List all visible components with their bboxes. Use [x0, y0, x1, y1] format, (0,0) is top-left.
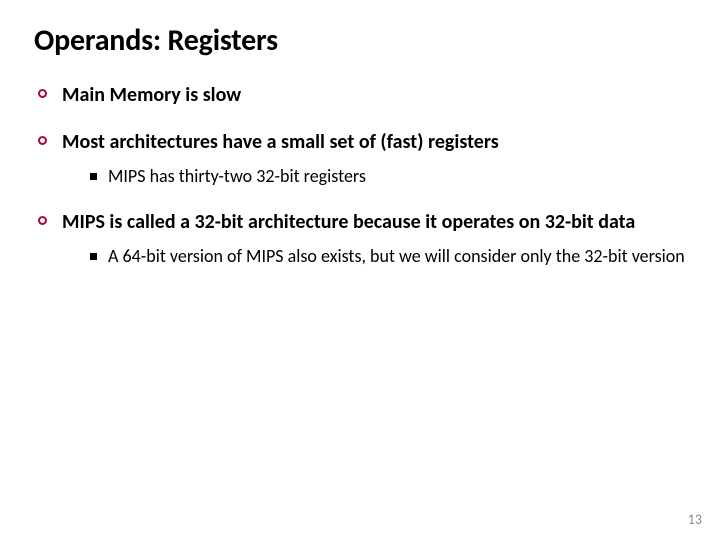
- sub-list: MIPS has thirty-two 32-bit registers: [62, 165, 686, 188]
- page-number: 13: [688, 511, 702, 528]
- sub-list: A 64-bit version of MIPS also exists, bu…: [62, 245, 686, 268]
- list-item: Main Memory is slow: [34, 83, 686, 108]
- sub-list-item-text: A 64-bit version of MIPS also exists, bu…: [108, 245, 685, 267]
- list-item: Most architectures have a small set of (…: [34, 130, 686, 188]
- list-item-text: MIPS is called a 32-bit architecture bec…: [62, 210, 635, 234]
- sub-list-item-text: MIPS has thirty-two 32-bit registers: [108, 165, 366, 187]
- list-item-text: Main Memory is slow: [62, 83, 241, 107]
- bullet-list: Main Memory is slow Most architectures h…: [34, 83, 686, 269]
- slide-title: Operands: Registers: [34, 24, 686, 57]
- list-item-text: Most architectures have a small set of (…: [62, 130, 499, 154]
- slide: Operands: Registers Main Memory is slow …: [0, 0, 720, 540]
- sub-list-item: MIPS has thirty-two 32-bit registers: [88, 165, 686, 188]
- list-item: MIPS is called a 32-bit architecture bec…: [34, 210, 686, 268]
- sub-list-item: A 64-bit version of MIPS also exists, bu…: [88, 245, 686, 268]
